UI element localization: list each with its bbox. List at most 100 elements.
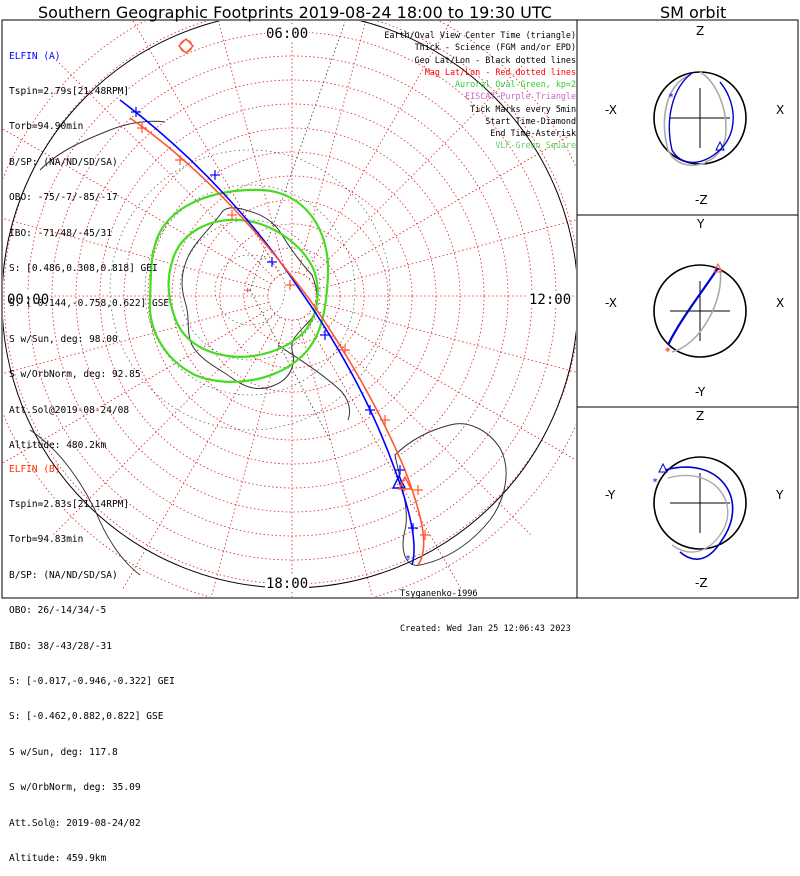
sm1-asterisk: * (668, 92, 674, 103)
mag-lon-line (3, 218, 269, 291)
legend-item: Mag Lat/Lon - Red dotted lines (424, 66, 576, 77)
sm2-triangle (713, 262, 723, 273)
elfin-b-track (129, 117, 425, 566)
legend: Earth/Oval View Center Time (triangle) T… (384, 29, 576, 152)
sm3-asterisk: * (652, 477, 658, 488)
legend-item: Earth/Oval View Center Time (triangle) (384, 30, 576, 40)
sm2-orbit-a (667, 267, 719, 346)
sm3-left-label: -Y (605, 488, 616, 502)
sm3-orbit-b (667, 474, 729, 553)
end-asterisk-a: * (405, 554, 411, 565)
mag-lon-line (51, 55, 276, 280)
sm1-top-label: Z (696, 24, 705, 38)
mag-lon-line (312, 131, 576, 285)
sm2-right-label: X (776, 296, 785, 310)
sm1-orbit-a (668, 72, 734, 164)
mag-lon-line (315, 301, 576, 373)
antarctica-coast (181, 207, 318, 389)
elfin-a-line: IBO: -71/48/-45/31 (9, 227, 112, 239)
credit-created: Created: Wed Jan 25 12:06:43 2023 (400, 623, 571, 634)
geo-lat-circle (179, 219, 321, 361)
legend-item: Auroral Oval-Green, kp=2 (454, 79, 576, 89)
elfin-a-line: S w/Sun, deg: 98.00 (9, 333, 118, 345)
sm1-right-label: X (776, 103, 785, 117)
credit-model: Tsyganenko-1996 (400, 588, 478, 599)
sm-earth-circle (653, 264, 747, 358)
credit: Tsyganenko-1996 Created: Wed Jan 25 12:0… (400, 565, 571, 648)
pole-marker-mag: + (245, 286, 251, 296)
mag-lon-line (297, 319, 374, 597)
auroral-oval (148, 188, 330, 383)
sm2-bottom-label: -Y (695, 385, 706, 399)
elfin-b-line: B/SP: (NA/ND/SD/SA) (9, 569, 118, 581)
legend-item: VLF-Green Square (495, 140, 576, 151)
australia-coast (29, 429, 141, 576)
mag-lon-line (303, 21, 452, 276)
sm-earth-circle (653, 456, 747, 550)
south-america-coast (394, 423, 507, 566)
elfin-b-line: S w/Sun, deg: 117.8 (9, 746, 118, 758)
legend-item: End Time-Asterisk (490, 128, 576, 138)
sm1-triangle (715, 140, 725, 151)
hour-label-top: 06:00 (265, 26, 310, 42)
elfin-b-line: Tspin=2.83s[21.14RPM] (9, 498, 130, 510)
start-diamond-b (178, 38, 194, 54)
elfin-b-line: S: [-0.017,-0.946,-0.322] GEI (9, 675, 175, 687)
mag-lon-line (303, 316, 463, 591)
sm2-left-label: -X (605, 296, 617, 310)
auroral-oval-inner (167, 218, 319, 358)
hour-label-bottom: 18:00 (265, 576, 310, 592)
elfin-a-line: Altitude: 480.2km (9, 439, 107, 451)
elfin-a-track (119, 99, 415, 566)
elfin-a-line: Tspin=2.79s[21.48RPM] (9, 85, 130, 97)
mag-lon-line (308, 55, 533, 280)
sm3-triangle (658, 462, 668, 473)
elfin-b-line: Altitude: 459.9km (9, 852, 107, 864)
sm3-bottom-label: -Z (695, 576, 708, 590)
hour-label-left: 00:00 (6, 292, 51, 308)
elfin-b-line: S: [-0.462,0.882,0.822] GSE (9, 711, 164, 723)
elfin-a-line: Att.Sol@2019-08-24/08 (9, 404, 130, 416)
legend-item: Geo Lat/Lon - Black dotted lines (414, 54, 576, 65)
elfin-a-line: OBO: -75/-7/-85/-17 (9, 192, 118, 204)
elfin-b-line: OBO: 26/-14/34/-5 (9, 605, 107, 617)
sm1-left-label: -X (605, 103, 617, 117)
elfin-b-line: Att.Sol@: 2019-08-24/02 (9, 817, 141, 829)
sm3-orbit-a (664, 466, 734, 560)
sm-panel-yz-frame (576, 406, 799, 599)
sm1-orbit-b (663, 74, 706, 166)
elfin-a-line: Torb=94.90min (9, 121, 84, 133)
mag-lon-line (3, 128, 272, 285)
sm1-bottom-label: -Z (695, 193, 708, 207)
legend-item: EISCAT-Purple Triangle (465, 91, 576, 102)
mag-lon-line (312, 307, 576, 461)
mag-lon-line (297, 21, 367, 273)
peninsula-coast (277, 344, 351, 421)
sm2-start: ◈ (665, 345, 671, 355)
mag-lon-line (217, 21, 287, 273)
geo-lat-circle (214, 254, 286, 326)
hour-label-right: 12:00 (528, 292, 573, 308)
legend-item: Thick - Science (FGM and/or EPD) (414, 42, 576, 53)
elfin-a-line: S: [0.486,0.308,0.818] GEI (9, 262, 158, 274)
sm3-right-label: Y (776, 488, 784, 502)
geo-lat-circle (144, 184, 356, 396)
sm-orbit-title: SM orbit (660, 3, 727, 22)
mag-lon-line (51, 312, 276, 537)
elfin-b-line: IBO: 38/-43/28/-31 (9, 640, 112, 652)
mag-lon-line (3, 301, 269, 374)
sm3-top-label: Z (696, 409, 705, 423)
start-marker-b (179, 39, 193, 53)
mag-lon-line (315, 219, 576, 291)
elfin-b-line: Torb=94.83min (9, 534, 84, 546)
mag-lon-line (3, 307, 272, 464)
sm2-top-label: Y (697, 217, 705, 231)
sm1-orbit-b2 (699, 71, 727, 163)
main-title: Southern Geographic Footprints 2019-08-2… (38, 3, 552, 22)
sm-orbit-panels: * ◈ * (652, 71, 747, 560)
elfin-b-line: S w/OrbNorm, deg: 35.09 (9, 782, 141, 794)
mag-lon-line (308, 312, 533, 537)
elfin-a-line: S: [-0.144,-0.758,0.622] GSE (9, 298, 170, 310)
elfin-a-info: ELFIN (A) Tspin=2.79s[21.48RPM] Torb=94.… (9, 27, 169, 463)
mag-lon-line (210, 319, 287, 597)
